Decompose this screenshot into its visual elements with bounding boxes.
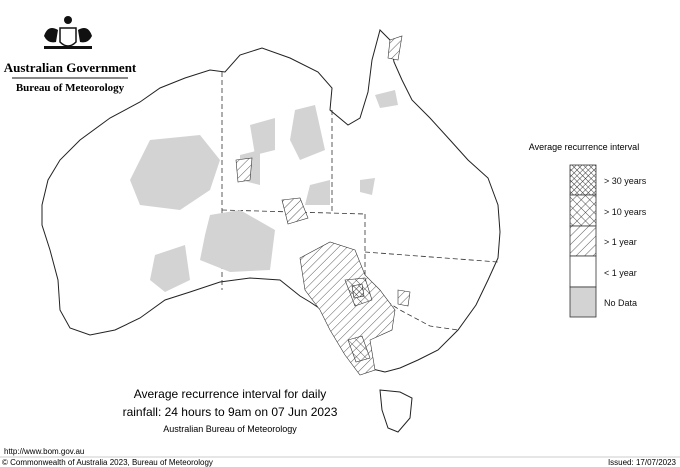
legend-swatch (569, 286, 597, 318)
header-title: Australian Government (4, 60, 137, 75)
legend-label: > 10 years (604, 207, 647, 217)
legend-swatch (569, 255, 597, 288)
footer-copyright: © Commonwealth of Australia 2023, Bureau… (2, 458, 213, 467)
tasmania-outline (379, 389, 413, 433)
no-data-regions (130, 90, 398, 292)
caption-line: Australian Bureau of Meteorology (163, 424, 297, 434)
legend-swatch (569, 194, 597, 227)
legend-label: No Data (604, 298, 637, 308)
footer-issued: Issued: 17/07/2023 (608, 458, 677, 467)
legend-label: < 1 year (604, 268, 637, 278)
legend-swatch (569, 164, 597, 196)
legend (569, 164, 597, 318)
caption-line: Average recurrence interval for daily (134, 387, 327, 401)
gt-30-years-region (351, 283, 365, 299)
legend-title: Average recurrence interval (529, 142, 639, 152)
mainland-outline (41, 29, 501, 373)
legend-label: > 1 year (604, 237, 637, 247)
legend-swatch (569, 225, 597, 257)
caption-line: rainfall: 24 hours to 9am on 07 Jun 2023 (123, 405, 338, 419)
gt-1-year-regions (235, 35, 411, 376)
footer-url: http://www.bom.gov.au (4, 447, 84, 456)
legend-label: > 30 years (604, 176, 647, 186)
coat-of-arms (44, 16, 92, 49)
header-subtitle: Bureau of Meteorology (16, 82, 125, 94)
